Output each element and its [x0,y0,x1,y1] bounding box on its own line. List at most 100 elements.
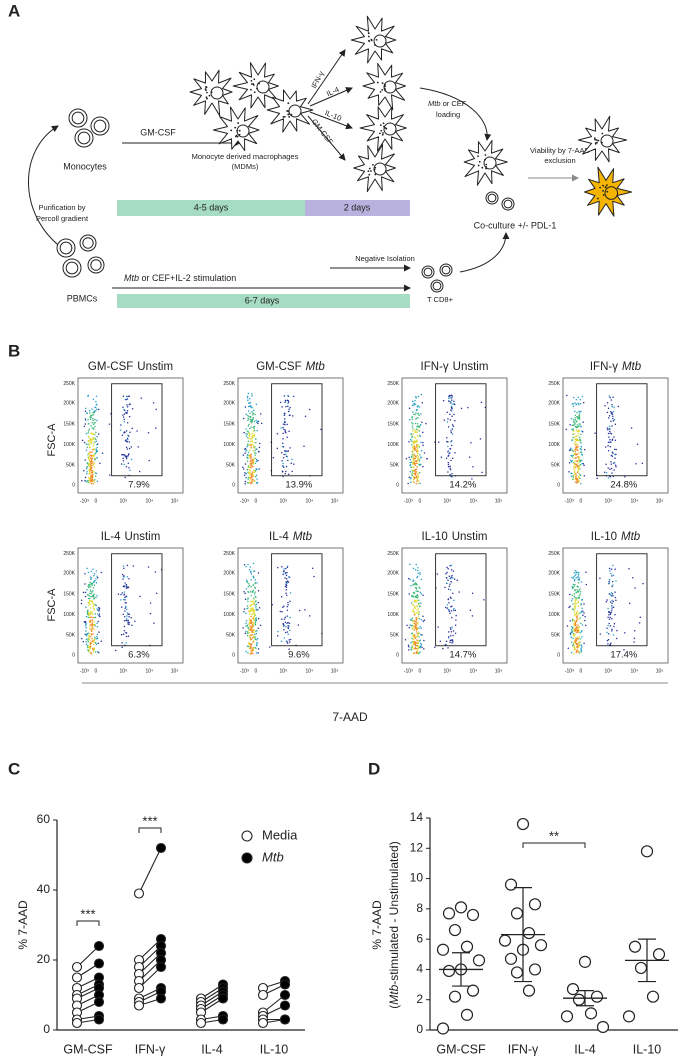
event-dot [573,595,575,597]
event-dot [282,471,284,473]
y-tick-label: 100K [223,442,235,448]
event-dot [451,639,453,641]
event-dot [287,580,289,582]
event-dot [574,584,576,586]
event-dot [416,639,418,641]
event-dot [288,401,290,403]
event-dot [612,593,614,595]
y-tick-label: 250K [387,381,399,387]
event-dot [95,638,97,640]
granule [602,185,604,187]
panel-b: B FSC-A FSC-A 7-AAD GM-CSFUnstim7.9%250K… [8,341,668,724]
event-dot [253,589,255,591]
event-dot [416,618,418,620]
event-dot [91,638,93,640]
event-dot [94,648,96,650]
event-dot [411,649,413,651]
event-dot [411,456,413,458]
event-dot [610,573,612,575]
x-tick-label: 10⁵ [331,668,339,674]
event-dot [608,633,610,635]
significance-label: *** [80,906,95,921]
data-point [530,964,541,975]
event-dot [448,631,450,633]
event-dot [579,436,581,438]
pair-line [139,848,161,894]
event-dot [115,650,117,652]
x-tick-label: IL-4 [574,1042,596,1056]
event-dot [575,454,577,456]
y-tick-label: 200K [63,401,75,407]
event-dot [416,480,418,482]
event-dot [125,620,127,622]
x-tick-label: GM-CSF [436,1042,486,1056]
event-dot [87,480,89,482]
event-dot [86,589,88,591]
event-dot [410,439,412,441]
event-dot [418,643,420,645]
event-dot [249,450,251,452]
event-dot [412,621,414,623]
y-tick-label: 60 [37,812,51,826]
event-dot [123,454,125,456]
event-dot [126,632,128,634]
event-dot [153,622,155,624]
x-tick-label: 10⁴ [470,668,478,674]
event-dot [575,606,577,608]
event-dot [579,465,581,467]
event-dot [287,642,289,644]
event-dot [578,642,580,644]
event-dot [611,618,613,620]
event-dot [286,587,288,589]
event-dot [449,468,451,470]
event-dot [574,615,576,617]
event-dot [247,625,249,627]
event-dot [450,581,452,583]
event-dot [574,402,576,404]
event-dot [126,466,128,468]
event-dot [247,396,249,398]
event-dot [88,650,90,652]
event-dot [421,619,423,621]
event-dot [87,419,89,421]
event-dot [96,570,98,572]
event-dot [413,592,415,594]
plot-title: IFN-γUnstim [421,361,489,373]
event-dot [96,447,98,449]
event-dot [609,579,611,581]
event-dot [480,438,482,440]
nucleus [211,87,223,99]
event-dot [438,441,440,443]
event-dot [606,472,608,474]
event-dot [571,632,573,634]
event-dot [258,648,260,650]
event-dot [277,433,279,435]
event-dot [246,588,248,590]
event-dot [252,437,254,439]
event-dot [155,409,157,411]
event-dot [573,419,575,421]
event-dot [93,428,95,430]
event-dot [618,406,620,408]
event-dot [615,597,617,599]
granule [368,40,370,42]
event-dot [412,635,414,637]
event-dot [415,465,417,467]
event-dot [414,606,416,608]
event-dot [287,602,289,604]
event-dot [578,575,580,577]
event-dot [455,615,457,617]
event-dot [248,393,250,395]
event-dot [412,463,414,465]
event-dot [414,470,416,472]
data-point [598,1021,609,1032]
condition: Mtb [621,531,641,543]
event-dot [575,592,577,594]
event-dot [412,628,414,630]
data-point [450,925,461,936]
granule [382,134,384,136]
event-dot [247,597,249,599]
event-dot [413,611,415,613]
event-dot [244,608,246,610]
event-dot [414,448,416,450]
